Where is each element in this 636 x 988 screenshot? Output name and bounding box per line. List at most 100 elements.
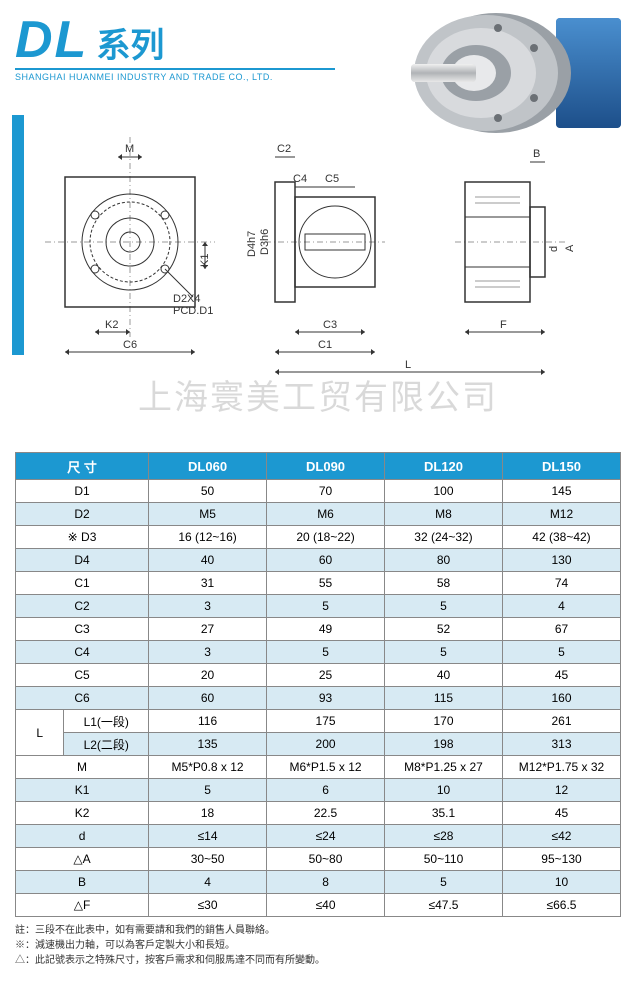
table-row: C66093115160	[16, 687, 621, 710]
table-cell: 115	[385, 687, 503, 710]
table-row: B48510	[16, 871, 621, 894]
row-label: d	[16, 825, 149, 848]
table-cell: 4	[502, 595, 620, 618]
table-row: C43555	[16, 641, 621, 664]
row-label: K1	[16, 779, 149, 802]
table-cell: 20 (18~22)	[267, 526, 385, 549]
row-label: C3	[16, 618, 149, 641]
row-label: C5	[16, 664, 149, 687]
table-cell: 100	[385, 480, 503, 503]
table-cell: 4	[149, 871, 267, 894]
table-cell: 93	[267, 687, 385, 710]
table-cell: 30~50	[149, 848, 267, 871]
table-row: K21822.535.145	[16, 802, 621, 825]
dim-D3h6: D3h6	[259, 229, 271, 255]
table-cell: ≤28	[385, 825, 503, 848]
table-cell: M6	[267, 503, 385, 526]
table-cell: 50~110	[385, 848, 503, 871]
table-cell: 45	[502, 664, 620, 687]
row-label: C4	[16, 641, 149, 664]
th-dl120: DL120	[385, 453, 503, 480]
row-label-sub: L1(一段)	[64, 710, 149, 733]
table-row: C520254045	[16, 664, 621, 687]
table-cell: 67	[502, 618, 620, 641]
th-dl060: DL060	[149, 453, 267, 480]
row-label: D2	[16, 503, 149, 526]
table-row: C23554	[16, 595, 621, 618]
table-cell: ≤42	[502, 825, 620, 848]
table-cell: 18	[149, 802, 267, 825]
th-dim: 尺 寸	[16, 453, 149, 480]
table-cell: 160	[502, 687, 620, 710]
table-cell: 58	[385, 572, 503, 595]
table-row: D4406080130	[16, 549, 621, 572]
row-label: C2	[16, 595, 149, 618]
diagram-area: M K1 D2X4 PCD.D1 K2 C6	[45, 137, 621, 387]
table-header-row: 尺 寸 DL060 DL090 DL120 DL150	[16, 453, 621, 480]
table-cell: 32 (24~32)	[385, 526, 503, 549]
table-cell: 10	[385, 779, 503, 802]
table-cell: 5	[267, 641, 385, 664]
table-row: ※ D316 (12~16)20 (18~22)32 (24~32)42 (38…	[16, 526, 621, 549]
dim-D2X4: D2X4	[173, 293, 201, 305]
dim-PCD-D1: PCD.D1	[173, 305, 213, 317]
title-block: DL 系列 SHANGHAI HUANMEI INDUSTRY AND TRAD…	[15, 10, 335, 82]
table-cell: 116	[149, 710, 267, 733]
table-cell: 52	[385, 618, 503, 641]
footnote-1: 註：三段不在此表中，如有需要請和我們的銷售人員聯絡。	[15, 923, 621, 938]
table-cell: 6	[267, 779, 385, 802]
table-row: MM5*P0.8 x 12M6*P1.5 x 12M8*P1.25 x 27M1…	[16, 756, 621, 779]
table-cell: 145	[502, 480, 620, 503]
page: DL 系列 SHANGHAI HUANMEI INDUSTRY AND TRAD…	[0, 0, 636, 988]
table-cell: 5	[385, 595, 503, 618]
table-cell: M5*P0.8 x 12	[149, 756, 267, 779]
table-cell: 35.1	[385, 802, 503, 825]
dim-K2: K2	[105, 319, 118, 331]
dim-C4: C4	[293, 173, 307, 185]
table-cell: 50~80	[267, 848, 385, 871]
table-cell: ≤30	[149, 894, 267, 917]
dim-K1: K1	[199, 254, 211, 267]
table-row: C131555874	[16, 572, 621, 595]
table-cell: M12	[502, 503, 620, 526]
spec-table: 尺 寸 DL060 DL090 DL120 DL150 D15070100145…	[15, 452, 621, 917]
table-cell: 70	[267, 480, 385, 503]
dim-B: B	[533, 148, 540, 160]
table-cell: 170	[385, 710, 503, 733]
table-row: d≤14≤24≤28≤42	[16, 825, 621, 848]
table-cell: 25	[267, 664, 385, 687]
table-cell: 5	[385, 641, 503, 664]
row-label: M	[16, 756, 149, 779]
table-cell: 22.5	[267, 802, 385, 825]
table-cell: 50	[149, 480, 267, 503]
table-cell: 200	[267, 733, 385, 756]
table-cell: 198	[385, 733, 503, 756]
dim-C3: C3	[323, 319, 337, 331]
row-label: △F	[16, 894, 149, 917]
table-body: D15070100145D2M5M6M8M12※ D316 (12~16)20 …	[16, 480, 621, 917]
th-dl150: DL150	[502, 453, 620, 480]
table-cell: ≤47.5	[385, 894, 503, 917]
row-label: △A	[16, 848, 149, 871]
table-row: L2(二段)135200198313	[16, 733, 621, 756]
side-stripe	[12, 115, 24, 355]
dim-C5: C5	[325, 173, 339, 185]
table-cell: 130	[502, 549, 620, 572]
table-cell: 80	[385, 549, 503, 572]
table-cell: ≤14	[149, 825, 267, 848]
subtitle: SHANGHAI HUANMEI INDUSTRY AND TRADE CO.,…	[15, 72, 335, 82]
table-cell: 5	[267, 595, 385, 618]
row-label: D1	[16, 480, 149, 503]
table-cell: 40	[149, 549, 267, 572]
dimension-diagram: M K1 D2X4 PCD.D1 K2 C6	[45, 137, 625, 387]
table-row: C327495267	[16, 618, 621, 641]
table-cell: 12	[502, 779, 620, 802]
dim-A: A	[564, 244, 576, 252]
table-cell: 40	[385, 664, 503, 687]
title-main: DL 系列	[15, 10, 335, 70]
row-label: D4	[16, 549, 149, 572]
row-label: C6	[16, 687, 149, 710]
table-cell: 5	[149, 779, 267, 802]
th-dl090: DL090	[267, 453, 385, 480]
row-label: ※ D3	[16, 526, 149, 549]
